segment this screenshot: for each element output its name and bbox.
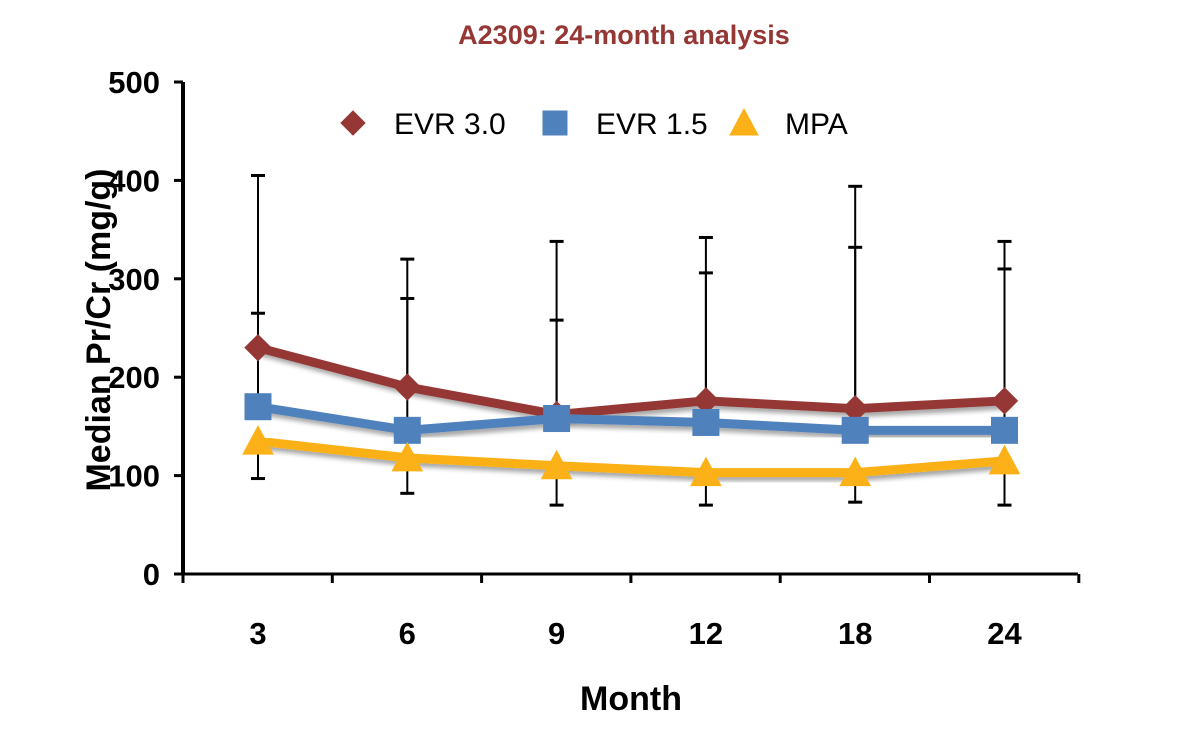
y-axis-title: Median Pr/Cr (mg/g) (80, 168, 118, 491)
x-tick-label: 9 (548, 616, 565, 651)
data-point-marker (244, 393, 272, 421)
series-line (253, 436, 1009, 478)
y-tick-label: 300 (108, 262, 160, 297)
data-point-marker (393, 373, 422, 401)
y-ticks: 0 100 200 300 400 500 (108, 65, 183, 592)
data-point-marker (690, 456, 722, 487)
data-point-marker (242, 425, 274, 455)
chart-title: A2309: 24-month analysis (458, 20, 790, 50)
legend: EVR 3.0 EVR 1.5 MPA (315, 107, 848, 141)
data-point-marker (340, 110, 366, 136)
series-line (253, 402, 1009, 435)
x-ticks: 3 6 9 12 18 24 (181, 574, 1081, 651)
data-point-marker (244, 333, 272, 362)
data-point-marker (988, 444, 1021, 475)
data-point-marker (391, 441, 424, 472)
x-tick-label: 12 (689, 616, 723, 651)
x-tick-label: 6 (399, 616, 416, 651)
data-point-marker (393, 416, 421, 444)
data-point-marker (991, 416, 1018, 444)
data-point-marker (540, 449, 573, 480)
data-point-marker (841, 416, 869, 444)
x-tick-label: 24 (987, 616, 1022, 651)
data-point-marker (990, 387, 1019, 415)
y-tick-label: 400 (108, 163, 160, 198)
legend-label: EVR 1.5 (596, 108, 708, 141)
series-lines (253, 343, 1009, 478)
x-tick-label: 3 (249, 616, 266, 651)
data-point-marker (692, 408, 720, 436)
axes (181, 82, 1078, 576)
data-point-marker (729, 107, 759, 136)
y-tick-label: 0 (143, 557, 160, 592)
legend-label: EVR 3.0 (394, 108, 506, 141)
x-axis-title: Month (580, 680, 682, 718)
data-point-marker (543, 405, 571, 433)
y-tick-label: 100 (108, 459, 160, 494)
y-tick-label: 500 (108, 65, 160, 100)
series-markers (242, 333, 1021, 487)
data-point-marker (839, 456, 872, 487)
legend-label: MPA (785, 108, 848, 141)
x-tick-label: 18 (838, 616, 872, 651)
data-point-marker (542, 110, 568, 136)
y-tick-label: 200 (108, 360, 160, 395)
series-line (253, 343, 1009, 420)
